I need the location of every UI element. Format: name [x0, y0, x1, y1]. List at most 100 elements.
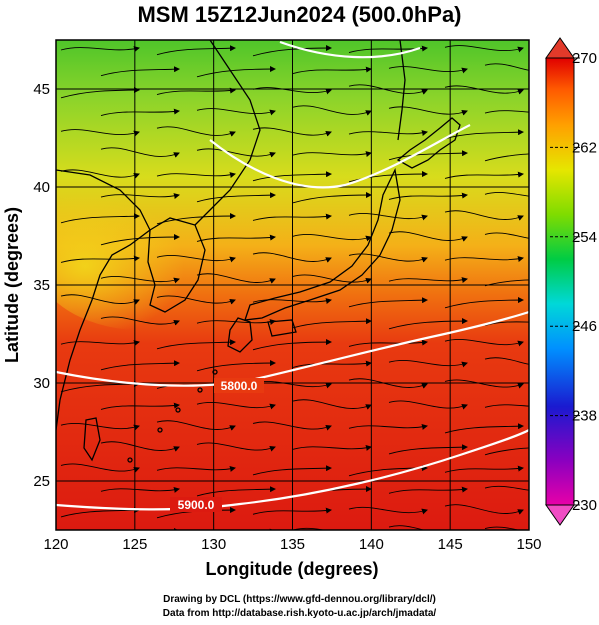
streamline-arrow	[388, 318, 468, 330]
streamline-arrow	[444, 423, 524, 434]
streamline-arrow	[196, 486, 276, 497]
streamline-arrow	[444, 379, 524, 389]
colorbar-tick-label: 270	[572, 50, 597, 67]
x-tick-label: 150	[516, 536, 541, 553]
credits-line-1: Drawing by DCL (https://www.gfd-dennou.o…	[163, 594, 436, 605]
x-tick-label: 140	[359, 536, 384, 553]
streamline-arrow	[388, 400, 468, 410]
y-tick-label: 30	[33, 375, 50, 392]
streamline-arrow	[60, 169, 140, 179]
streamline-arrow	[196, 273, 276, 284]
streamline-arrow	[100, 108, 180, 116]
streamline-arrow	[484, 485, 529, 491]
streamline-arrow	[100, 193, 180, 199]
streamline-arrow	[60, 507, 140, 518]
streamline-arrow	[348, 213, 428, 221]
colorbar: 270 262 254 246 238 230	[545, 37, 597, 526]
streamline-arrow	[156, 420, 236, 431]
colorbar-tick-label: 254	[572, 229, 597, 246]
colorbar-tick-label: 238	[572, 408, 597, 425]
streamline-arrow	[156, 295, 236, 305]
streamline-arrow	[484, 192, 529, 197]
streamline-arrow	[348, 297, 428, 308]
y-tick-label: 25	[33, 473, 50, 490]
streamline-arrow	[252, 465, 332, 476]
streamline-arrow	[156, 87, 236, 95]
streamline-arrow	[60, 463, 140, 473]
streamline-arrow	[292, 192, 372, 204]
streamline-arrow	[444, 129, 524, 140]
colorbar-top-arrow	[545, 37, 575, 59]
streamline-arrow	[196, 66, 276, 78]
y-tick-label: 45	[33, 81, 50, 98]
streamline-arrow	[348, 424, 428, 430]
streamline-arrow	[292, 318, 372, 329]
streamline-arrow	[252, 45, 332, 57]
streamline-arrow	[196, 234, 276, 242]
streamline-arrow	[196, 401, 276, 410]
streamline-arrow	[100, 360, 180, 371]
streamline-arrow	[252, 339, 332, 351]
streamline-arrow	[388, 150, 468, 161]
streamline-arrow	[292, 66, 372, 74]
contour-labels: 5800.0 5900.0	[170, 378, 264, 512]
streamline-arrow	[60, 129, 140, 137]
streamline-arrow	[484, 526, 521, 530]
streamline-arrow	[348, 130, 428, 136]
streamline-arrow	[252, 87, 332, 95]
streamline-arrow	[484, 63, 529, 71]
streamline-arrow	[292, 445, 372, 451]
y-tick-label: 40	[33, 179, 50, 196]
streamline-arrow	[156, 255, 236, 263]
streamline-arrow	[388, 486, 468, 494]
height-contours	[56, 40, 529, 511]
streamline-arrow	[196, 108, 276, 116]
streamline-arrow	[100, 66, 180, 77]
streamline-arrow	[156, 126, 236, 137]
streamline-arrow	[444, 504, 524, 515]
streamline-arrow	[444, 338, 524, 347]
chart-title: MSM 15Z12Jun2024 (500.0hPa)	[137, 2, 462, 27]
x-axis-title: Longitude (degrees)	[205, 559, 378, 579]
streamline-arrow	[348, 378, 428, 389]
streamline-arrow	[292, 527, 372, 530]
streamline-arrow	[292, 399, 372, 410]
streamline-arrow	[60, 422, 140, 431]
streamline-arrow	[100, 441, 180, 452]
streamline-arrow	[388, 106, 468, 116]
streamline-arrow	[292, 234, 372, 242]
streamline-arrow	[252, 507, 332, 515]
streamline-arrow	[388, 525, 426, 530]
streamline-arrow	[484, 153, 529, 162]
streamline-arrow	[484, 357, 529, 365]
x-tick-label: 135	[280, 536, 305, 553]
contour-label-5800: 5800.0	[221, 379, 258, 393]
streamline-arrow	[156, 172, 236, 178]
streamline-arrow	[60, 255, 140, 263]
streamline-arrow	[388, 231, 468, 242]
streamline-arrow	[269, 528, 276, 530]
colorbar-bottom-arrow	[545, 504, 575, 526]
streamline-arrow	[100, 402, 180, 410]
streamline-arrow	[388, 192, 468, 200]
y-axis-title: Latitude (degrees)	[2, 207, 22, 363]
streamline-arrow	[156, 45, 236, 56]
streamline-arrow	[100, 147, 180, 158]
streamline-arrow	[156, 466, 236, 472]
streamline-arrow	[444, 210, 524, 221]
credits: Drawing by DCL (https://www.gfd-dennou.o…	[0, 593, 599, 621]
coastlines	[56, 40, 461, 463]
streamline-arrow	[484, 404, 529, 408]
streamline-arrow	[444, 297, 524, 309]
streamline-arrow	[444, 45, 524, 53]
streamline-arrow	[252, 127, 332, 137]
streamline-arrow	[60, 213, 140, 224]
contour-label-5900: 5900.0	[178, 498, 215, 512]
streamline-arrow	[100, 276, 180, 284]
streamline-arrow	[292, 274, 372, 284]
streamline-arrow	[484, 447, 529, 456]
y-axis-ticks: 25 30 35 40 45	[33, 81, 50, 490]
streamline-arrow	[444, 85, 524, 95]
streamline-arrow	[292, 105, 372, 116]
streamline-arrow	[252, 252, 332, 263]
